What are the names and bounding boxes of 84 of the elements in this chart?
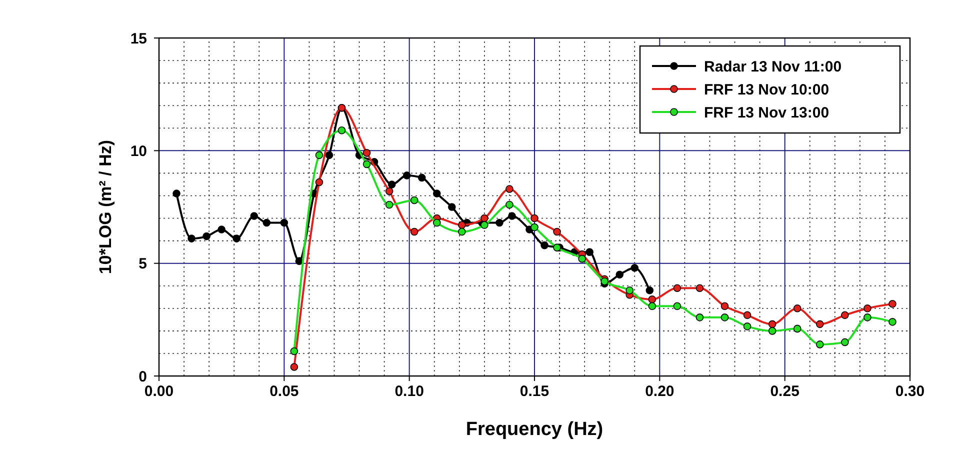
point	[578, 254, 586, 263]
point	[586, 248, 594, 256]
point	[696, 314, 704, 322]
point	[232, 234, 241, 242]
point	[188, 234, 196, 242]
point	[280, 218, 288, 227]
point	[290, 347, 298, 356]
point	[338, 126, 346, 134]
point	[458, 228, 466, 236]
point	[250, 212, 258, 220]
point	[673, 284, 682, 292]
point	[648, 295, 656, 304]
point	[172, 190, 180, 198]
x-tick-label: 0.05	[270, 383, 299, 400]
point	[432, 190, 441, 198]
point	[496, 218, 504, 227]
point	[530, 223, 538, 232]
legend-label: FRF 13 Nov 10:00	[704, 81, 830, 98]
point	[432, 218, 441, 227]
point	[720, 302, 729, 310]
point	[540, 241, 548, 250]
point	[388, 180, 396, 188]
y-tick-label: 5	[138, 256, 147, 273]
y-tick-label: 10	[130, 142, 147, 160]
point	[362, 149, 371, 157]
legend-label: FRF 13 Nov 13:00	[704, 104, 830, 122]
point	[768, 327, 776, 335]
point	[262, 218, 271, 227]
point	[202, 232, 210, 240]
x-tick-label: 0.00	[144, 383, 174, 400]
point	[458, 221, 466, 229]
point	[315, 151, 324, 160]
y-axis-title: 10*LOG (m² / Hz)	[96, 140, 115, 274]
point	[696, 284, 704, 292]
point	[418, 174, 426, 182]
point	[841, 311, 849, 320]
point	[315, 178, 324, 186]
point	[530, 214, 538, 222]
point	[888, 318, 896, 326]
x-tick-label: 0.30	[895, 383, 925, 400]
point	[768, 320, 776, 328]
point	[864, 304, 872, 312]
point	[448, 203, 456, 211]
point	[630, 264, 639, 272]
point	[385, 200, 394, 209]
point	[385, 187, 394, 196]
point	[506, 200, 514, 209]
legend-label: Radar 13 Nov 11:00	[704, 58, 842, 76]
point	[864, 314, 872, 322]
point	[600, 277, 608, 286]
point	[793, 324, 802, 333]
point	[480, 214, 488, 222]
y-tick-label: 15	[130, 30, 147, 48]
point	[325, 151, 334, 160]
point	[743, 311, 752, 320]
point	[506, 185, 514, 193]
point	[841, 338, 849, 346]
point	[410, 228, 418, 236]
x-axis-title: Frequency (Hz)	[466, 419, 604, 440]
point	[673, 302, 682, 310]
point	[290, 363, 298, 371]
point	[508, 212, 516, 220]
point	[816, 320, 824, 328]
point	[218, 226, 226, 234]
point	[888, 300, 896, 308]
point	[362, 160, 371, 168]
point	[720, 314, 729, 322]
x-tick-label: 0.20	[645, 383, 674, 400]
x-tick-label: 0.25	[770, 383, 800, 400]
point	[626, 286, 634, 294]
point	[743, 322, 752, 330]
point	[816, 340, 824, 348]
point	[646, 286, 654, 294]
point	[410, 196, 418, 204]
point	[553, 228, 561, 236]
y-tick-label: 0	[138, 368, 147, 386]
x-tick-label: 0.15	[520, 383, 550, 400]
point	[616, 270, 624, 278]
point	[793, 304, 802, 312]
point	[648, 302, 656, 310]
point	[402, 172, 411, 180]
x-tick-label: 0.10	[394, 383, 424, 400]
point	[480, 221, 488, 229]
point	[553, 244, 561, 252]
